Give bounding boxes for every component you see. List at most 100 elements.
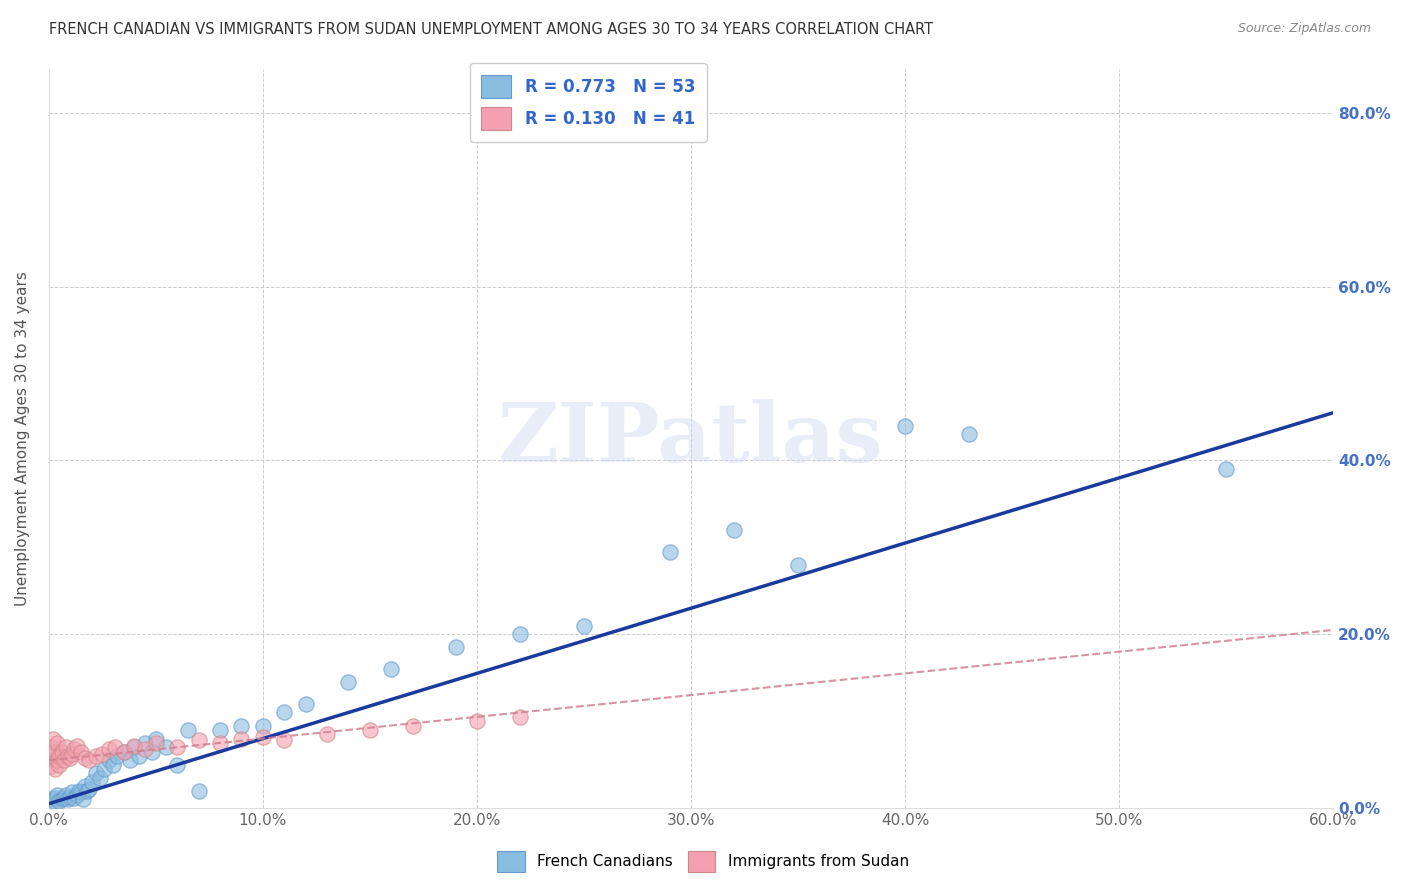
Point [141,745,163,759]
Point [38,753,60,767]
Point [80,775,103,789]
Point [55,740,77,755]
Point [42,794,65,808]
Point [658,545,681,559]
Point [56,748,79,763]
Point [48,748,70,763]
Point [84,748,107,763]
Point [1215,462,1237,476]
Point [48,794,70,808]
Point [208,736,231,750]
Point [44,762,66,776]
Point [65,788,87,802]
Point [65,739,87,753]
Point [359,723,381,737]
Legend: R = 0.773   N = 53, R = 0.130   N = 41: R = 0.773 N = 53, R = 0.130 N = 41 [470,63,707,142]
Point [252,730,274,744]
Point [51,792,73,806]
Point [46,788,69,802]
Point [112,745,135,759]
Point [231,731,253,746]
Point [70,745,93,759]
Point [444,640,467,655]
Point [166,757,188,772]
Point [97,742,120,756]
Point [52,790,75,805]
Point [723,523,745,537]
Point [112,745,135,759]
Point [572,618,595,632]
Point [51,745,73,759]
Point [294,697,316,711]
Point [145,736,167,750]
Point [509,627,531,641]
Point [79,781,101,796]
Point [273,733,295,747]
Point [187,733,209,747]
Text: Source: ZipAtlas.com: Source: ZipAtlas.com [1237,22,1371,36]
Point [957,427,980,442]
Point [120,753,142,767]
Y-axis label: Unemployment Among Ages 30 to 34 years: Unemployment Among Ages 30 to 34 years [15,271,30,607]
Text: FRENCH CANADIAN VS IMMIGRANTS FROM SUDAN UNEMPLOYMENT AMONG AGES 30 TO 34 YEARS : FRENCH CANADIAN VS IMMIGRANTS FROM SUDAN… [49,22,934,37]
Point [380,662,402,676]
Point [101,757,124,772]
Point [60,747,83,762]
Point [75,750,97,764]
Point [97,753,120,767]
Point [39,740,62,755]
Point [177,723,200,737]
Text: ZIPatlas: ZIPatlas [498,399,884,479]
Point [787,558,810,572]
Point [52,753,75,767]
Point [70,785,93,799]
Point [104,740,127,755]
Point [128,748,150,763]
Point [187,783,209,797]
Point [55,788,77,802]
Point [72,792,94,806]
Point [63,790,86,805]
Point [93,762,115,776]
Point [124,739,146,753]
Point [63,742,86,756]
Point [46,736,69,750]
Point [337,675,360,690]
Point [76,783,98,797]
Point [252,718,274,732]
Point [166,740,188,755]
Point [465,714,488,729]
Point [509,710,531,724]
Point [134,736,156,750]
Point [208,723,231,737]
Point [39,792,62,806]
Point [134,742,156,756]
Point [60,785,83,799]
Point [89,771,111,785]
Point [894,418,917,433]
Point [91,747,114,762]
Point [48,757,70,772]
Point [67,783,90,797]
Point [155,740,177,755]
Point [59,789,82,804]
Point [79,753,101,767]
Point [56,792,79,806]
Point [273,706,295,720]
Point [42,748,65,763]
Point [75,780,97,794]
Point [44,790,66,805]
Point [124,740,146,755]
Point [46,753,69,767]
Point [59,750,82,764]
Point [105,748,128,763]
Point [44,745,66,759]
Point [84,766,107,780]
Point [402,718,425,732]
Point [231,718,253,732]
Point [145,731,167,746]
Point [42,731,65,746]
Point [316,727,339,741]
Point [39,759,62,773]
Legend: French Canadians, Immigrants from Sudan: French Canadians, Immigrants from Sudan [489,843,917,880]
